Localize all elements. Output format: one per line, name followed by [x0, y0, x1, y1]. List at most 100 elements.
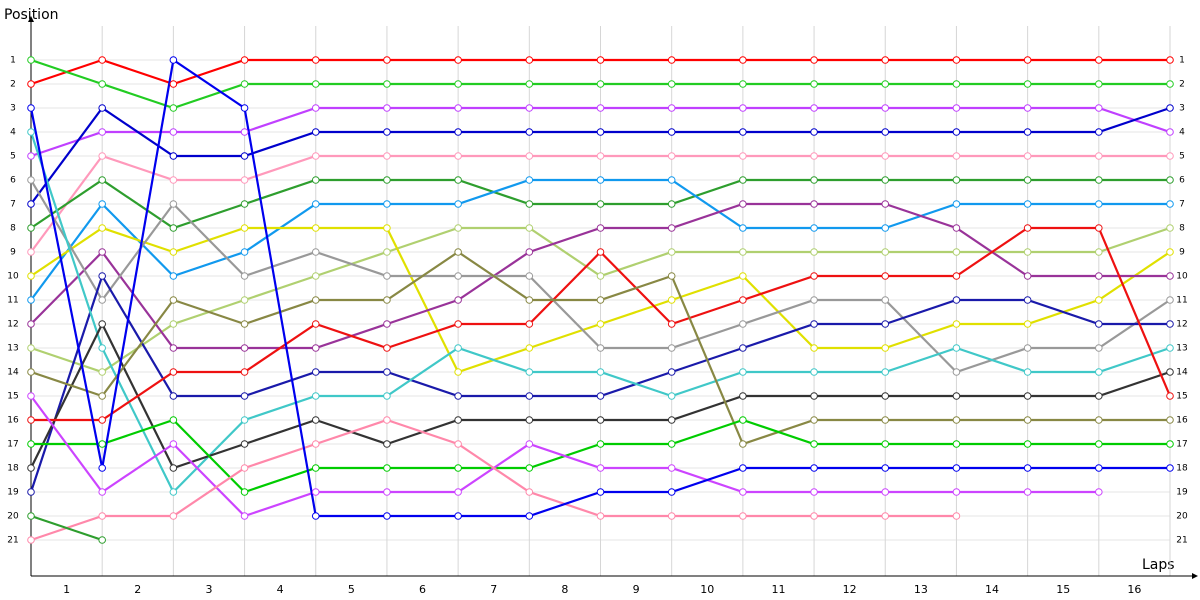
point	[98, 104, 106, 112]
point	[454, 128, 462, 136]
y-tick-label: 6	[10, 176, 16, 186]
point	[952, 368, 961, 376]
point	[667, 368, 676, 376]
x-tick-label: 2	[134, 583, 141, 596]
point	[667, 488, 676, 496]
point	[596, 512, 605, 520]
point	[27, 440, 35, 448]
point	[240, 80, 249, 88]
point	[667, 248, 676, 256]
point	[1023, 464, 1032, 472]
x-tick-label: 8	[561, 583, 568, 596]
point	[240, 56, 249, 64]
series-line	[30, 418, 957, 542]
point	[739, 80, 747, 88]
point	[98, 200, 106, 208]
point	[739, 224, 747, 232]
point	[1023, 488, 1032, 496]
point	[667, 344, 676, 352]
point	[311, 392, 320, 400]
point	[1166, 368, 1174, 376]
point	[240, 440, 249, 448]
point	[596, 272, 605, 280]
y-tick-label: 19	[7, 488, 19, 498]
point	[383, 320, 391, 328]
point	[525, 488, 534, 496]
y-tick-label: 16	[7, 416, 19, 426]
point	[240, 320, 249, 328]
point	[952, 416, 961, 424]
point	[383, 200, 391, 208]
point	[952, 344, 961, 352]
y-tick-label: 10	[7, 272, 19, 282]
y-tick-label: 18	[7, 464, 19, 474]
point	[98, 320, 106, 328]
point	[810, 416, 818, 424]
point	[881, 392, 890, 400]
point	[881, 368, 890, 376]
point	[525, 296, 534, 304]
point	[27, 224, 35, 232]
y-tick-label-right: 12	[1176, 320, 1187, 330]
point	[169, 512, 178, 520]
y-tick-label: 5	[10, 152, 16, 162]
point	[98, 512, 106, 520]
point	[596, 488, 605, 496]
point	[881, 272, 890, 280]
point	[311, 296, 320, 304]
y-tick-label-right: 10	[1176, 272, 1188, 282]
y-tick-label: 13	[7, 344, 18, 354]
point	[952, 464, 961, 472]
point	[596, 200, 605, 208]
point	[596, 224, 605, 232]
point	[311, 344, 320, 352]
point	[1095, 224, 1103, 232]
point	[383, 80, 391, 88]
point	[596, 104, 605, 112]
point	[952, 320, 961, 328]
point	[27, 200, 35, 208]
point	[1095, 464, 1103, 472]
point	[311, 200, 320, 208]
point	[240, 416, 249, 424]
point	[1166, 152, 1174, 160]
point	[311, 512, 320, 520]
point	[667, 296, 676, 304]
point	[525, 104, 534, 112]
point	[596, 416, 605, 424]
point	[169, 104, 178, 112]
point	[454, 200, 462, 208]
point	[739, 416, 747, 424]
y-tick-label-right: 9	[1179, 248, 1185, 258]
point	[525, 152, 534, 160]
point	[525, 200, 534, 208]
point	[739, 128, 747, 136]
point	[739, 104, 747, 112]
point	[739, 488, 747, 496]
point	[810, 128, 818, 136]
point	[27, 80, 35, 88]
point	[98, 248, 106, 256]
point	[311, 488, 320, 496]
point	[667, 80, 676, 88]
point	[1095, 272, 1103, 280]
y-tick-label: 12	[7, 320, 18, 330]
point	[1095, 368, 1103, 376]
point	[881, 464, 890, 472]
point	[1023, 320, 1032, 328]
point	[311, 224, 320, 232]
point	[311, 152, 320, 160]
point	[1166, 176, 1174, 184]
point	[667, 416, 676, 424]
point	[667, 224, 676, 232]
point	[98, 536, 106, 544]
point	[810, 104, 818, 112]
point	[596, 392, 605, 400]
y-axis-title: Position	[4, 7, 59, 23]
point	[1095, 440, 1103, 448]
point	[525, 224, 534, 232]
y-tick-label-right: 3	[1179, 104, 1185, 114]
point	[1095, 80, 1103, 88]
point	[1023, 272, 1032, 280]
